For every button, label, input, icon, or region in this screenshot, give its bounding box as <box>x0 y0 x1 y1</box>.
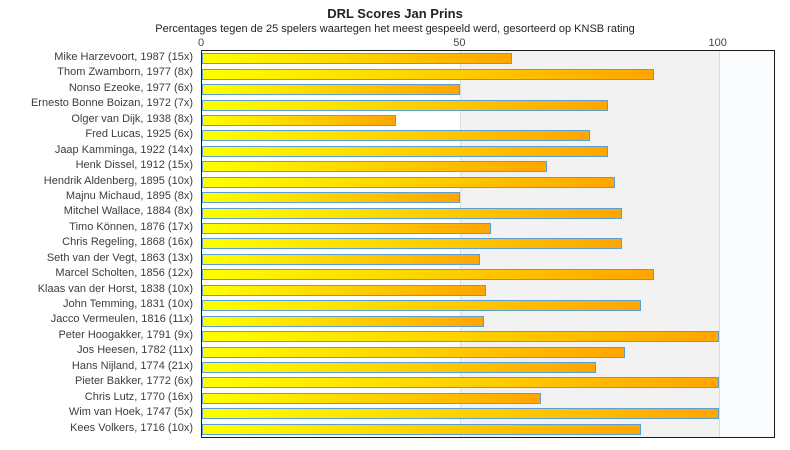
bar <box>202 53 513 65</box>
bar <box>202 423 642 435</box>
y-axis-label: Olger van Dijk, 1938 (8x) <box>71 112 193 125</box>
bar <box>202 238 623 250</box>
y-axis-label: John Temming, 1831 (10x) <box>62 298 193 310</box>
y-axis-label: Jacco Vermeulen, 1816 (11x) <box>50 313 193 326</box>
y-axis-label: Henk Dissel, 1912 (15x) <box>75 159 193 172</box>
bar <box>202 161 547 173</box>
x-axis-tick: 100 <box>708 37 727 49</box>
bar <box>202 408 719 420</box>
chart-subtitle: Percentages tegen de 25 spelers waartege… <box>155 23 635 35</box>
bar <box>202 145 609 157</box>
bar <box>202 331 719 343</box>
chart-body: Mike Harzevoort, 1987 (15x) Thom Zwamborn… <box>0 50 790 438</box>
bar <box>202 377 719 389</box>
chart-title: DRL Scores Jan Prins <box>327 6 463 21</box>
y-axis-label: Klaas van der Horst, 1838 (10x) <box>37 282 193 295</box>
y-axis-label: Hans Nijland, 1774 (21x) <box>71 359 193 372</box>
gridline <box>718 51 720 437</box>
y-axis-label: Wim van Hoek, 1747 (5x) <box>68 406 193 419</box>
y-axis-label: Peter Hoogakker, 1791 (9x) <box>58 328 193 341</box>
chart-canvas: DRL Scores Jan Prins Percentages tegen d… <box>0 6 790 438</box>
y-axis-label: Hendrik Aldenberg, 1895 (10x) <box>43 174 193 187</box>
y-axis-label: Pieter Bakker, 1772 (6x) <box>74 375 193 388</box>
bar <box>202 176 616 188</box>
y-axis-label: Timo Können, 1876 (17x) <box>69 220 193 233</box>
y-axis-label: Mitchel Wallace, 1884 (8x) <box>63 205 193 218</box>
bar <box>202 223 491 235</box>
y-axis-label: Fred Lucas, 1925 (6x) <box>85 128 193 141</box>
x-axis-tick: 50 <box>453 37 466 49</box>
bar <box>202 300 642 312</box>
bar <box>202 192 461 204</box>
bar <box>202 284 487 296</box>
x-axis: 0 50 100 <box>197 37 773 49</box>
y-axis-label: Majnu Michaud, 1895 (8x) <box>65 189 193 202</box>
bar <box>202 362 596 373</box>
x-axis-tick: 0 <box>197 37 205 49</box>
bar <box>202 315 484 327</box>
y-axis-label: Marcel Scholten, 1856 (12x) <box>55 267 193 280</box>
bar <box>202 207 623 219</box>
bar <box>202 392 541 404</box>
y-axis-label: Jos Heesen, 1782 (11x) <box>77 344 193 357</box>
y-axis-label: Jaap Kamminga, 1922 (14x) <box>54 143 193 156</box>
y-axis-label: Seth van der Vegt, 1863 (13x) <box>46 251 193 264</box>
bar <box>202 84 461 96</box>
bar <box>202 253 480 265</box>
bar <box>202 99 609 111</box>
y-axis-label: Kees Volkers, 1716 (10x) <box>70 421 193 434</box>
bar <box>202 269 655 281</box>
bar <box>202 346 625 358</box>
background-band <box>718 51 774 437</box>
bar <box>202 114 396 126</box>
y-axis-label: Chris Regeling, 1868 (16x) <box>62 236 193 249</box>
bar <box>202 130 590 142</box>
y-axis-label: Thom Zwamborn, 1977 (8x) <box>57 66 193 79</box>
y-axis-label: Nonso Ezeoke, 1977 (6x) <box>68 81 193 94</box>
y-axis-label: Chris Lutz, 1770 (16x) <box>84 390 193 403</box>
y-axis-label: Ernesto Bonne Boizan, 1972 (7x) <box>30 97 193 110</box>
y-axis-labels: Mike Harzevoort, 1987 (15x) Thom Zwamborn… <box>0 50 201 438</box>
y-axis-label: Mike Harzevoort, 1987 (15x) <box>54 51 193 63</box>
plot-area <box>201 50 775 438</box>
bar <box>202 68 655 80</box>
